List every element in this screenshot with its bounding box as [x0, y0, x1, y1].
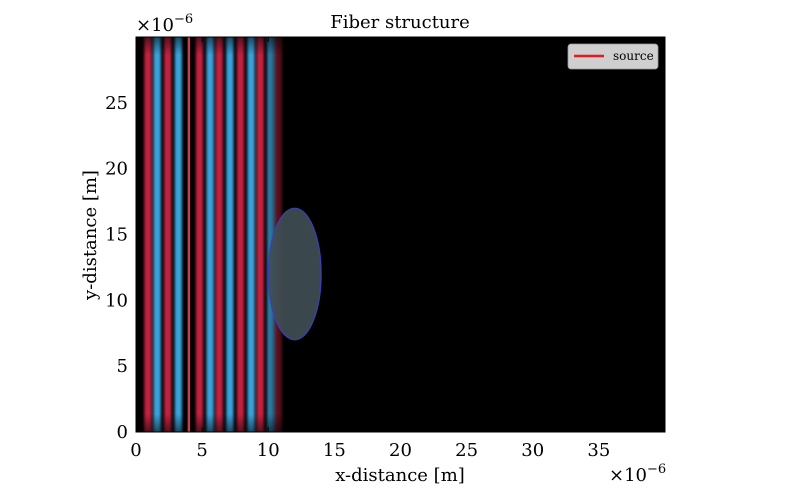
x-tick-label: 5 — [196, 440, 207, 461]
wave-fade-bottom — [136, 414, 287, 432]
legend: source — [567, 43, 659, 70]
y-tick-label: 5 — [117, 356, 128, 377]
wave-fade-top — [136, 37, 287, 55]
wave-stripe-10 — [256, 37, 264, 432]
x-tick-label: 0 — [130, 440, 141, 461]
legend-source-label: source — [613, 49, 654, 63]
wave-stripe-5 — [206, 37, 214, 432]
x-axis-label: x-distance [m] — [335, 465, 465, 486]
y-axis-label: y-distance [m] — [80, 170, 101, 301]
y-tick-label: 20 — [105, 159, 128, 180]
x-tick-label: 20 — [389, 440, 412, 461]
wave-stripe-8 — [236, 37, 245, 432]
plot-area — [136, 37, 665, 432]
y-tick-label: 0 — [117, 422, 128, 443]
y-scale-label: ×10−6 — [136, 12, 193, 36]
legend-box — [567, 43, 659, 70]
x-scale-label: ×10−6 — [609, 462, 666, 486]
y-axis-ticks: 0 5 10 15 20 25 — [105, 93, 665, 443]
wave-stripe-3 — [174, 37, 182, 432]
x-tick-label: 15 — [323, 440, 346, 461]
x-tick-label: 35 — [587, 440, 610, 461]
x-tick-label: 30 — [521, 440, 544, 461]
y-tick-label: 10 — [105, 290, 128, 311]
x-tick-label: 10 — [257, 440, 280, 461]
y-tick-label: 25 — [105, 93, 128, 114]
wave-stripe-4 — [195, 37, 204, 432]
wave-stripe-1 — [153, 37, 161, 432]
wave-stripe-7 — [226, 37, 234, 432]
wave-stripe-0 — [144, 37, 152, 432]
fiber-ellipse — [267, 207, 322, 341]
chart-title: Fiber structure — [330, 12, 470, 33]
wave-field — [144, 37, 283, 432]
wave-stripe-2 — [164, 37, 172, 432]
y-tick-label: 15 — [105, 225, 128, 246]
wave-stripe-9 — [247, 37, 255, 432]
wave-stripe-6 — [215, 37, 223, 432]
x-tick-label: 25 — [455, 440, 478, 461]
x-axis-ticks: 0 5 10 15 20 25 30 35 — [130, 37, 610, 461]
plot-background — [136, 37, 665, 432]
